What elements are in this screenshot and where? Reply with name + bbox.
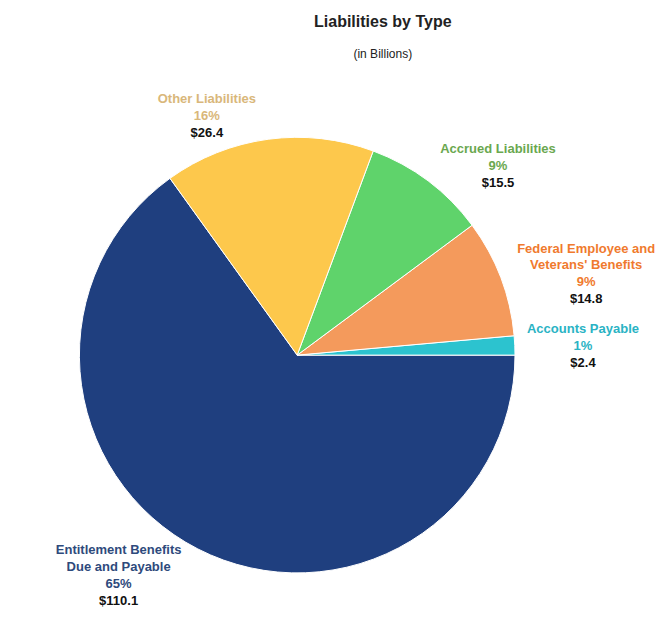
svg-text:Other Liabilities16%$26.4: Other Liabilities16%$26.4 (158, 91, 256, 140)
svg-text:Accounts Payable1%$2.4: Accounts Payable1%$2.4 (527, 321, 639, 370)
svg-text:Accrued Liabilities9%$15.5: Accrued Liabilities9%$15.5 (440, 141, 556, 190)
svg-text:Liabilities by Type: Liabilities by Type (314, 13, 452, 30)
svg-text:Federal Employee andVeterans': Federal Employee andVeterans' Benefits9%… (517, 241, 655, 307)
svg-text:(in Billions): (in Billions) (353, 47, 412, 61)
svg-text:Entitlement BenefitsDue and Pa: Entitlement BenefitsDue and Payable65%$1… (56, 542, 182, 608)
